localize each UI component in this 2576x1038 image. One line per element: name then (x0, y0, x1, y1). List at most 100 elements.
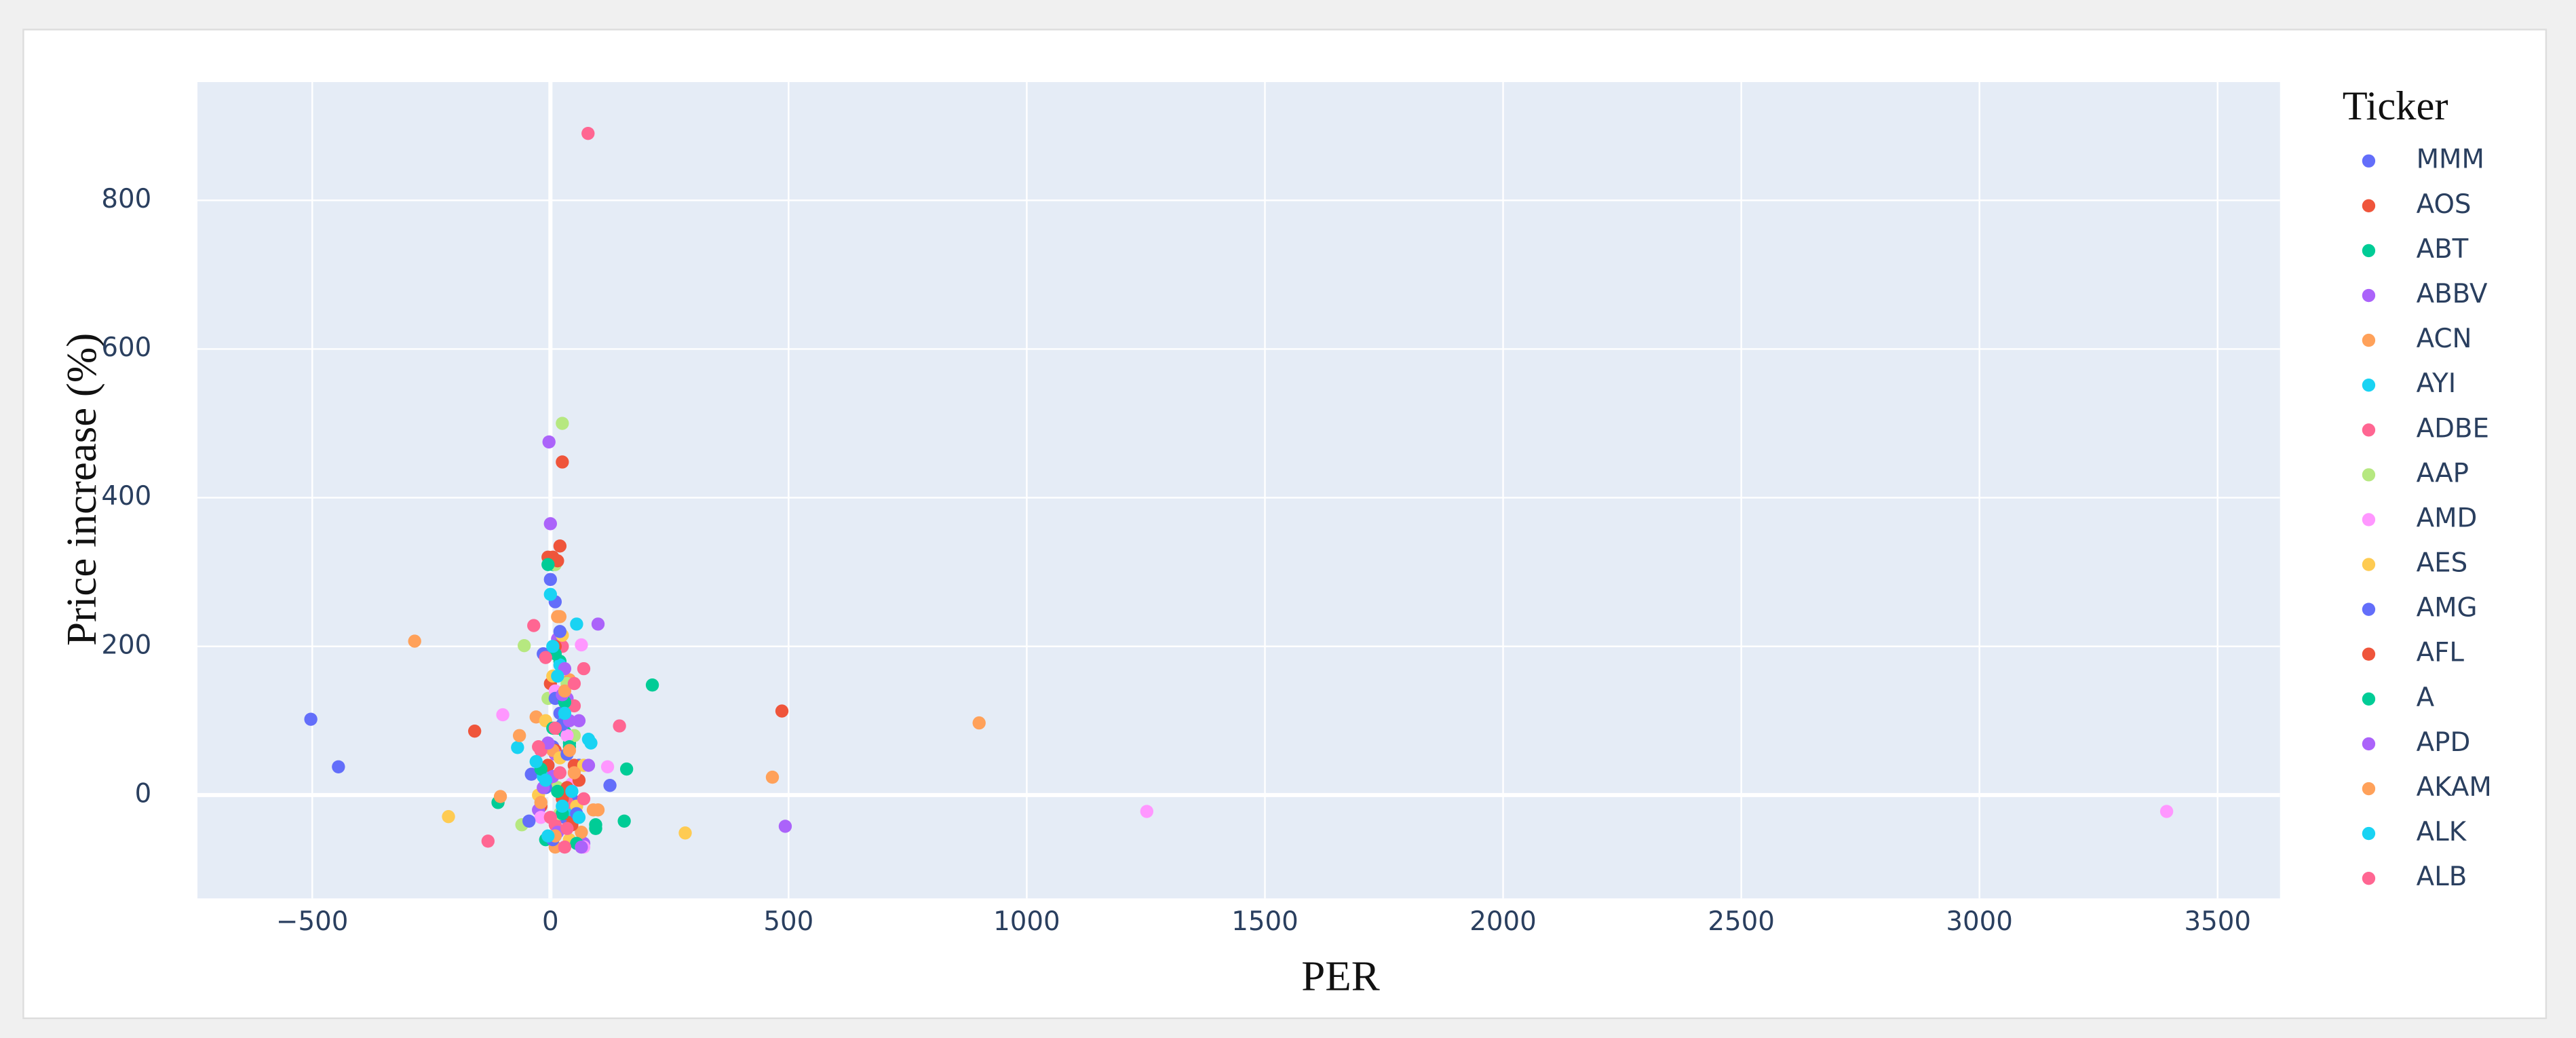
point (572, 714, 586, 728)
legend-label[interactable]: MMM (2417, 145, 2484, 175)
point (532, 739, 545, 754)
point (591, 617, 605, 631)
x-tick-label: 0 (542, 906, 559, 937)
legend-marker[interactable] (2362, 288, 2376, 303)
legend-marker[interactable] (2362, 379, 2376, 392)
point (586, 803, 600, 817)
point (546, 640, 560, 653)
legend-label[interactable]: APD (2417, 727, 2471, 758)
legend-label[interactable]: AFL (2417, 638, 2465, 668)
legend-label[interactable]: ALK (2417, 817, 2467, 847)
legend-marker[interactable] (2362, 244, 2376, 258)
y-tick-label: 400 (101, 481, 151, 512)
point (332, 760, 345, 773)
legend-marker[interactable] (2362, 692, 2376, 706)
legend-marker[interactable] (2362, 782, 2376, 796)
legend-label[interactable]: AAP (2417, 458, 2469, 488)
point (558, 840, 572, 854)
legend-label[interactable]: AES (2417, 548, 2468, 579)
point (1140, 805, 1154, 818)
point (575, 638, 588, 652)
point (556, 799, 569, 813)
point (542, 435, 556, 449)
point (481, 834, 495, 848)
point (442, 810, 455, 824)
legend-label[interactable]: ALB (2417, 862, 2467, 892)
point (645, 678, 659, 692)
legend-label[interactable]: AOS (2417, 189, 2472, 220)
point (548, 721, 562, 735)
legend-marker[interactable] (2362, 558, 2376, 571)
y-tick-label: 800 (101, 184, 151, 214)
point (553, 766, 567, 780)
point (541, 829, 555, 843)
legend-label[interactable]: AMG (2417, 593, 2478, 623)
legend-label[interactable]: AYI (2417, 368, 2457, 399)
x-tick-label: 3000 (1946, 906, 2013, 937)
legend-marker[interactable] (2362, 513, 2376, 526)
marks (304, 126, 2174, 854)
point (551, 784, 564, 799)
point (541, 558, 555, 571)
legend-label[interactable]: AMD (2417, 503, 2478, 533)
point (572, 811, 586, 824)
point (558, 684, 572, 698)
point (575, 826, 588, 839)
point (570, 617, 583, 631)
point (562, 744, 577, 757)
point (560, 729, 574, 742)
legend-label[interactable]: ACN (2417, 324, 2472, 354)
point (778, 820, 792, 833)
y-tick-label: 200 (101, 630, 151, 660)
point (539, 773, 552, 787)
x-tick-label: 2500 (1708, 906, 1775, 937)
legend-marker[interactable] (2362, 872, 2376, 885)
point (560, 822, 574, 835)
point (543, 811, 557, 824)
point (2159, 805, 2174, 818)
point (543, 588, 557, 601)
legend-label[interactable]: ADBE (2417, 413, 2489, 444)
x-tick-label: 1000 (993, 906, 1060, 937)
point (581, 733, 596, 746)
x-tick-label: 2000 (1469, 906, 1537, 937)
legend-marker[interactable] (2362, 602, 2376, 616)
legend-label[interactable]: ABT (2417, 234, 2469, 265)
legend-label[interactable]: AKAM (2417, 772, 2492, 803)
point (496, 708, 510, 722)
point (619, 762, 634, 776)
legend-marker[interactable] (2362, 154, 2376, 168)
point (775, 704, 789, 718)
legend-label[interactable]: A (2417, 683, 2435, 713)
legend-marker[interactable] (2362, 737, 2376, 751)
legend-marker[interactable] (2362, 423, 2376, 437)
point (518, 638, 531, 653)
point (529, 754, 543, 769)
point (765, 770, 780, 784)
point (534, 796, 547, 809)
point (543, 573, 557, 586)
legend-marker[interactable] (2362, 647, 2376, 661)
point (556, 417, 569, 430)
point (467, 724, 482, 738)
y-tick-label: 600 (101, 332, 151, 363)
point (577, 792, 591, 806)
point (678, 826, 692, 840)
x-tick-label: 500 (763, 906, 813, 937)
point (575, 840, 588, 854)
point (558, 706, 572, 720)
point (617, 814, 631, 828)
legend-marker[interactable] (2362, 826, 2376, 841)
x-tick-label: 1500 (1231, 906, 1299, 937)
point (972, 716, 986, 730)
legend-marker[interactable] (2362, 199, 2376, 213)
point (534, 811, 547, 824)
point (581, 126, 595, 140)
point (565, 784, 579, 799)
point (613, 719, 626, 733)
legend-label[interactable]: ABBV (2417, 279, 2488, 309)
point (603, 778, 617, 792)
legend-marker[interactable] (2362, 333, 2376, 347)
legend-marker[interactable] (2362, 468, 2376, 482)
